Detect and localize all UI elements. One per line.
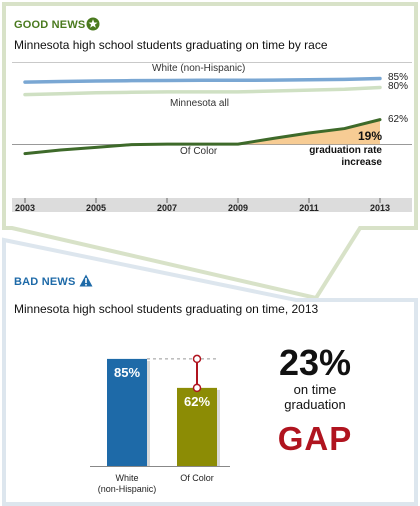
gap-line-2: graduation: [284, 397, 346, 412]
gap-word: GAP: [277, 420, 353, 457]
x-tick-label-2013: 2013: [370, 203, 390, 213]
bar-label-of-color: Of Color: [180, 473, 214, 483]
gap-dot-bottom: [192, 383, 202, 393]
bar-baseline: [90, 466, 230, 467]
bar-label-white: White (non-Hispanic): [97, 473, 157, 494]
gap-dot-top: [192, 354, 202, 364]
bar-value-white: 85%: [113, 364, 141, 380]
series-line-of-color: [23, 118, 382, 156]
increase-text: graduation rate increase: [309, 145, 382, 168]
increase-area: [167, 119, 380, 145]
end-label-of-color: 62%: [388, 113, 409, 125]
plot-top-rule: [12, 62, 412, 63]
good-news-label: GOOD NEWS: [14, 19, 86, 31]
x-axis-band: [12, 198, 412, 212]
end-label-minnesota-all: 80%: [388, 81, 409, 93]
x-tick-label-2011: 2011: [299, 203, 319, 213]
bar-of-color: [177, 387, 217, 466]
bar-value-of-color: 62%: [183, 393, 211, 409]
gap-line-1: on time: [293, 382, 337, 397]
series-label-white: White (non-Hispanic): [152, 63, 246, 75]
star-circle-icon: [86, 17, 100, 31]
end-label-white: 85%: [388, 71, 409, 83]
x-tick-label-2003: 2003: [15, 203, 35, 213]
series-label-of-color: Of Color: [180, 146, 218, 157]
bad-news-label: BAD NEWS: [14, 276, 76, 288]
series-label-minnesota-all: Minnesota all: [170, 97, 229, 109]
increase-value: 19%: [357, 129, 382, 143]
warning-triangle-icon: [79, 274, 93, 287]
line-chart-title: Minnesota high school students graduatin…: [14, 38, 328, 52]
line-chart: 2003 2005 2007 2009 2011 2013: [12, 62, 412, 213]
series-line-minnesota-all: [23, 85, 382, 97]
series-line-white-non-hispanic: [23, 76, 382, 84]
x-tick-label-2005: 2005: [86, 203, 106, 213]
x-tick-label-2007: 2007: [157, 203, 177, 213]
bar-chart-title: Minnesota high school students graduatin…: [14, 302, 319, 316]
x-tick-label-2009: 2009: [228, 203, 248, 213]
bar-white: [107, 358, 147, 466]
gap-value: 23%: [278, 342, 352, 383]
